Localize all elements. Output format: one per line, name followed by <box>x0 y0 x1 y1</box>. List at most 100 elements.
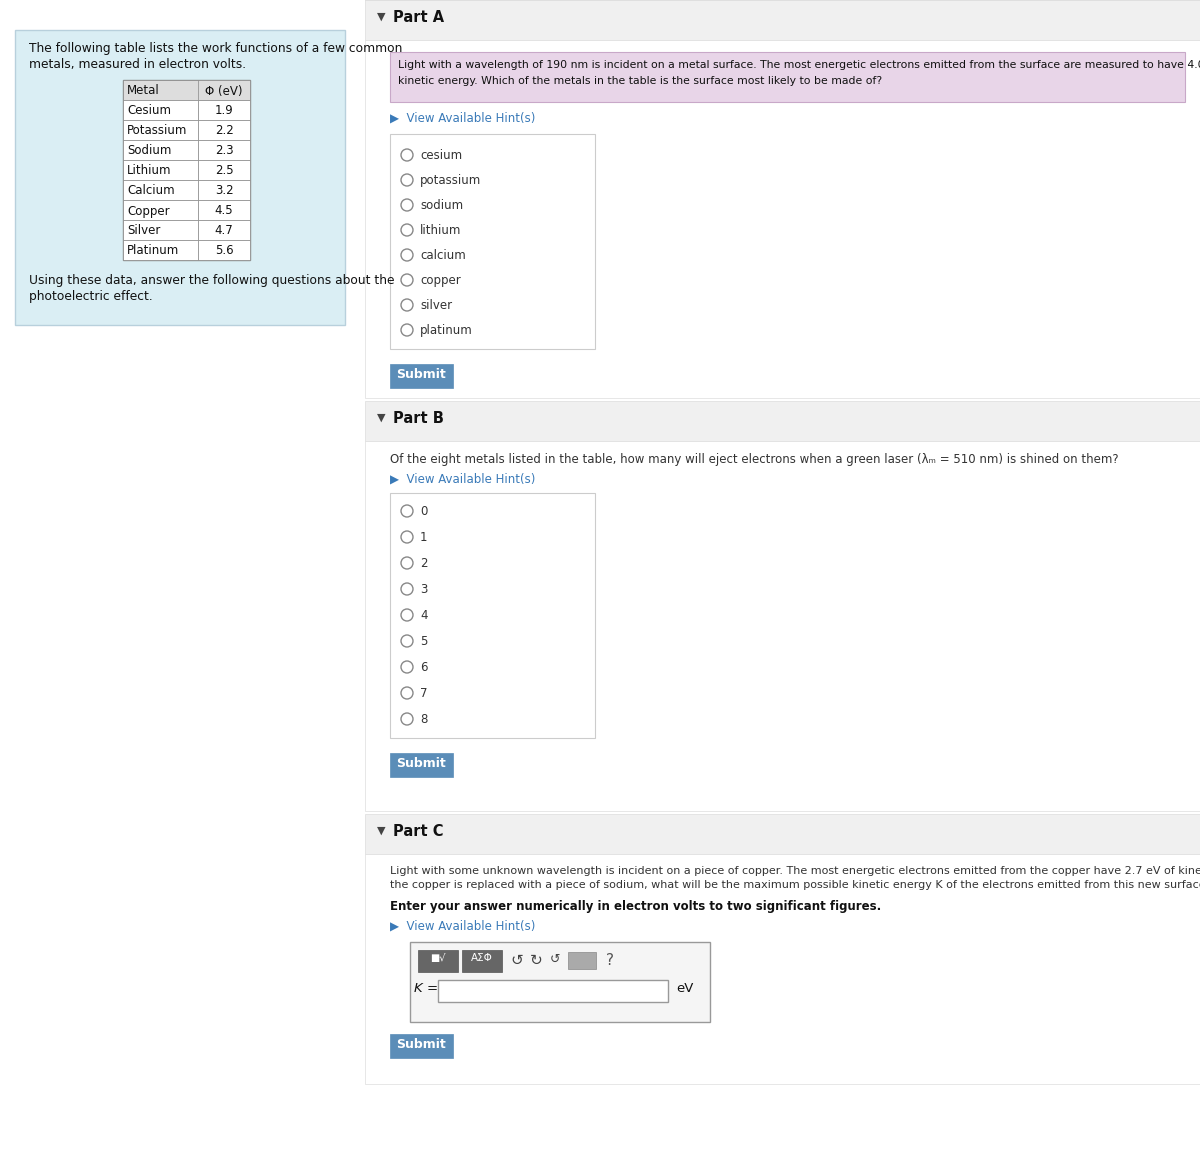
Bar <box>365 440 1200 811</box>
Bar <box>365 40 1200 398</box>
Bar <box>124 100 198 120</box>
Bar <box>365 814 1200 854</box>
Bar <box>124 240 198 260</box>
Bar <box>124 200 198 220</box>
Circle shape <box>401 531 413 543</box>
Text: ▼: ▼ <box>377 12 385 22</box>
Bar <box>124 160 198 181</box>
Circle shape <box>401 505 413 518</box>
Text: ▼: ▼ <box>377 413 385 423</box>
Text: Φ (eV): Φ (eV) <box>205 84 242 98</box>
Circle shape <box>401 299 413 310</box>
Circle shape <box>401 224 413 236</box>
Text: Copper: Copper <box>127 205 169 217</box>
Bar <box>390 493 595 738</box>
Circle shape <box>401 250 413 261</box>
Bar <box>198 240 250 260</box>
Text: ↺: ↺ <box>510 953 523 968</box>
Bar <box>198 100 250 120</box>
Circle shape <box>401 687 413 699</box>
Circle shape <box>401 274 413 286</box>
Circle shape <box>401 324 413 336</box>
Circle shape <box>401 635 413 647</box>
Bar <box>410 942 710 1022</box>
Text: photoelectric effect.: photoelectric effect. <box>29 290 152 302</box>
Text: Submit: Submit <box>396 368 446 381</box>
Bar <box>198 181 250 200</box>
Text: Potassium: Potassium <box>127 124 187 138</box>
Text: the copper is replaced with a piece of sodium, what will be the maximum possible: the copper is replaced with a piece of s… <box>390 880 1200 890</box>
Text: platinum: platinum <box>420 324 473 337</box>
Circle shape <box>401 557 413 569</box>
Circle shape <box>401 199 413 210</box>
Text: Metal: Metal <box>127 84 160 98</box>
Bar <box>198 220 250 240</box>
Text: copper: copper <box>420 274 461 288</box>
Bar <box>365 854 1200 1084</box>
Text: 4.5: 4.5 <box>215 205 233 217</box>
Text: K =: K = <box>414 982 438 995</box>
Bar <box>198 160 250 181</box>
Text: calcium: calcium <box>420 250 466 262</box>
Bar <box>390 753 454 777</box>
Text: 5: 5 <box>420 635 427 647</box>
Text: 1.9: 1.9 <box>215 105 233 117</box>
Text: 2: 2 <box>420 557 427 570</box>
Text: ?: ? <box>606 953 614 968</box>
Text: 4.7: 4.7 <box>215 224 233 238</box>
Text: 2.3: 2.3 <box>215 145 233 158</box>
Text: kinetic energy. Which of the metals in the table is the surface most likely to b: kinetic energy. Which of the metals in t… <box>398 76 882 86</box>
Bar <box>365 401 1200 440</box>
Bar <box>418 950 458 972</box>
Text: 0: 0 <box>420 505 427 518</box>
Bar <box>124 140 198 160</box>
Text: The following table lists the work functions of a few common: The following table lists the work funct… <box>29 43 402 55</box>
Text: ▶  View Available Hint(s): ▶ View Available Hint(s) <box>390 920 535 933</box>
Bar <box>365 0 1200 40</box>
Text: 2.2: 2.2 <box>215 124 233 138</box>
Text: Sodium: Sodium <box>127 145 172 158</box>
Bar <box>462 950 502 972</box>
Text: eV: eV <box>676 982 694 995</box>
Text: potassium: potassium <box>420 174 481 187</box>
Text: ↻: ↻ <box>530 953 542 968</box>
Bar <box>124 81 250 100</box>
Text: Submit: Submit <box>396 757 446 770</box>
Circle shape <box>401 610 413 621</box>
Circle shape <box>401 583 413 595</box>
Bar <box>198 120 250 140</box>
Bar <box>124 120 198 140</box>
Text: Part C: Part C <box>394 825 444 840</box>
Circle shape <box>401 174 413 186</box>
Text: 8: 8 <box>420 713 427 726</box>
Text: ▼: ▼ <box>377 826 385 836</box>
Text: lithium: lithium <box>420 224 461 237</box>
Text: 2.5: 2.5 <box>215 164 233 177</box>
Text: Of the eight metals listed in the table, how many will eject electrons when a gr: Of the eight metals listed in the table,… <box>390 453 1118 466</box>
Bar <box>198 200 250 220</box>
Circle shape <box>401 150 413 161</box>
Circle shape <box>401 713 413 724</box>
Text: Lithium: Lithium <box>127 164 172 177</box>
Text: 3: 3 <box>420 583 427 596</box>
Text: 7: 7 <box>420 687 427 700</box>
Bar <box>390 52 1186 102</box>
Text: ■√: ■√ <box>431 953 445 963</box>
Text: Part A: Part A <box>394 10 444 25</box>
Text: cesium: cesium <box>420 150 462 162</box>
Text: Enter your answer numerically in electron volts to two significant figures.: Enter your answer numerically in electro… <box>390 900 881 913</box>
Bar <box>390 135 595 348</box>
Text: metals, measured in electron volts.: metals, measured in electron volts. <box>29 58 246 71</box>
Bar <box>568 952 596 969</box>
Bar <box>438 980 668 1002</box>
Bar <box>198 81 250 100</box>
Text: silver: silver <box>420 299 452 312</box>
Bar <box>124 81 250 260</box>
Text: 3.2: 3.2 <box>215 184 233 198</box>
Bar <box>14 30 346 325</box>
Text: Light with a wavelength of 190 nm is incident on a metal surface. The most energ: Light with a wavelength of 190 nm is inc… <box>398 60 1200 70</box>
Text: ▶  View Available Hint(s): ▶ View Available Hint(s) <box>390 112 535 125</box>
Bar <box>198 140 250 160</box>
Text: Part B: Part B <box>394 411 444 425</box>
Text: ↺: ↺ <box>550 953 560 966</box>
